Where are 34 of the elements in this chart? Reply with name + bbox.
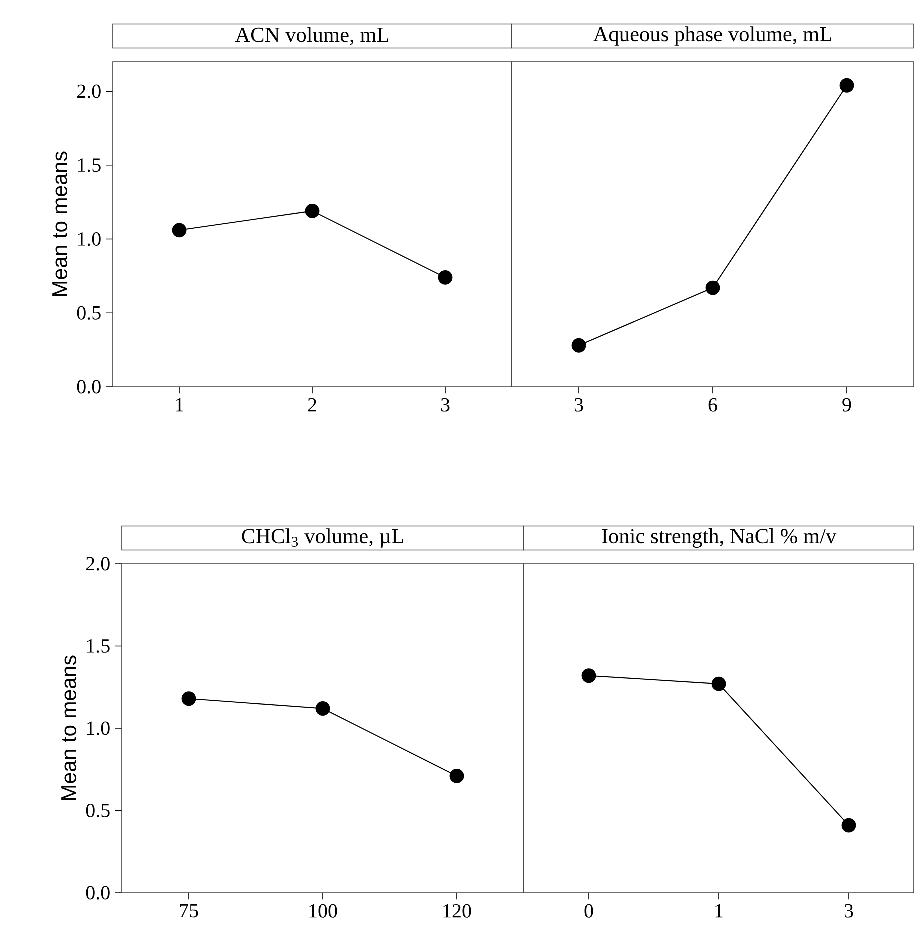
- x-tick-label: 75: [180, 904, 198, 918]
- point: [316, 702, 330, 716]
- x-tick-label: 1: [716, 904, 723, 918]
- y-tick-label: 1.5: [87, 640, 110, 653]
- x-tick-label: 3: [441, 398, 450, 412]
- chart-title: Aqueous phase volume, mL: [594, 26, 832, 46]
- x-tick-label: 100: [310, 904, 338, 918]
- x-tick-label: 0: [584, 904, 594, 918]
- chart-title: ACN volume, mL: [235, 27, 389, 46]
- y-tick-label: 0.0: [86, 886, 110, 900]
- x-tick-label: 2: [308, 398, 316, 412]
- y-tick-label: 1.0: [78, 232, 101, 246]
- point: [182, 692, 196, 706]
- x-tick-label: 3: [844, 904, 854, 918]
- y-tick-label: 1.0: [87, 722, 110, 736]
- x-tick-label: 120: [444, 904, 472, 918]
- y-axis-title: Mean to means: [52, 152, 68, 296]
- x-tick-label: 6: [708, 398, 718, 412]
- y-tick-label: 2.0: [86, 557, 110, 571]
- x-tick-label: 3: [574, 398, 584, 412]
- point: [172, 223, 187, 238]
- x-tick-label: 9: [842, 398, 852, 412]
- y-tick-label: 2.0: [78, 84, 101, 98]
- point: [305, 204, 320, 218]
- y-tick-label: 0.5: [86, 804, 110, 818]
- y-tick-label: 0.0: [77, 380, 101, 394]
- chart-title: Ionic strength, NaCl % m/v: [602, 528, 837, 548]
- y-tick-label: 1.5: [78, 158, 101, 172]
- y-tick-label: 0.5: [77, 306, 101, 320]
- point: [450, 769, 464, 784]
- y-axis-title: Mean to means: [62, 656, 76, 800]
- x-tick-label: 1: [176, 398, 184, 412]
- point: [438, 270, 453, 285]
- chart-title: CHCl$_{3}$ volume, µL: [242, 528, 404, 548]
